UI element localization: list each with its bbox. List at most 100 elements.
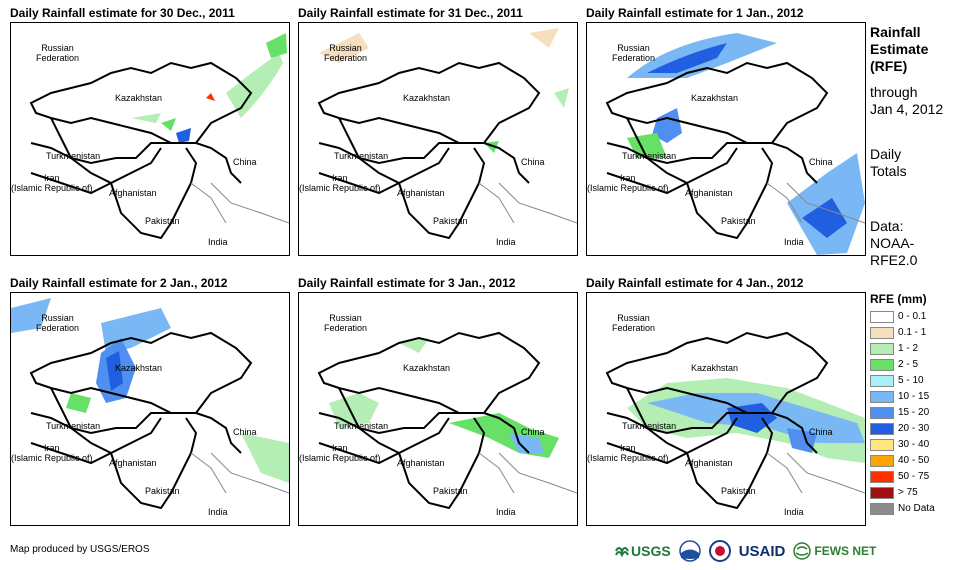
usaid-logo: USAID	[739, 543, 786, 560]
legend-item: 40 - 50	[870, 454, 960, 467]
label-india: India	[208, 237, 228, 247]
precip-overlay	[329, 338, 559, 458]
label-turkmenistan: Turkmenistan	[46, 421, 101, 431]
map-panel: Daily Rainfall estimate for 31 Dec., 201…	[298, 6, 578, 256]
thin-borders	[190, 182, 289, 224]
label-kazakhstan: Kazakhstan	[403, 93, 451, 103]
thin-borders	[766, 182, 865, 224]
usaid-text: USAID	[738, 542, 786, 560]
legend-label: 15 - 20	[898, 407, 930, 418]
legend-swatch	[870, 438, 894, 451]
label-russia: Russian Federation	[612, 313, 656, 333]
legend-swatch	[870, 310, 894, 323]
label-afghanistan: Afghanistan	[397, 458, 445, 468]
thin-borders	[478, 182, 577, 224]
map-graphic	[605, 331, 865, 510]
label-india: India	[496, 237, 516, 247]
label-russia: Russian Federation	[324, 313, 368, 333]
legend-item: 50 - 75	[870, 470, 960, 483]
map-graphic	[29, 33, 289, 240]
label-iran: Iran (Islamic Republic of)	[299, 443, 381, 463]
legend-label: 0 - 0.1	[898, 311, 927, 322]
legend-item: 15 - 20	[870, 406, 960, 419]
logos: USGS USAID FEWS NET	[615, 539, 884, 563]
precip-overlay	[627, 33, 865, 255]
legend-item: 30 - 40	[870, 438, 960, 451]
legend-label: 10 - 15	[898, 391, 930, 402]
through-date: through Jan 4, 2012	[870, 84, 944, 117]
label-china: China	[521, 157, 545, 167]
label-turkmenistan: Turkmenistan	[334, 151, 389, 161]
label-pakistan: Pakistan	[145, 216, 180, 226]
legend-item: 20 - 30	[870, 422, 960, 435]
precip-overlay	[627, 378, 865, 463]
panel-title: Daily Rainfall estimate for 2 Jan., 2012	[10, 276, 228, 290]
label-iran: Iran (Islamic Republic of)	[11, 173, 93, 193]
map-credit: Map produced by USGS/EROS	[10, 544, 150, 555]
country-borders	[317, 331, 541, 510]
legend-label: 20 - 30	[898, 423, 930, 434]
legend-item: 2 - 5	[870, 358, 960, 371]
panel-title: Daily Rainfall estimate for 30 Dec., 201…	[10, 6, 235, 20]
label-pakistan: Pakistan	[433, 216, 468, 226]
legend-label: 50 - 75	[898, 471, 930, 482]
label-afghanistan: Afghanistan	[685, 458, 733, 468]
rainfall-map: Russian Federation Kazakhstan Turkmenist…	[586, 22, 866, 256]
panel-title: Daily Rainfall estimate for 3 Jan., 2012	[298, 276, 516, 290]
legend-item: > 75	[870, 486, 960, 499]
daily-totals: Daily Totals	[870, 146, 907, 179]
label-china: China	[521, 427, 545, 437]
label-russia: Russian Federation	[36, 313, 80, 333]
legend-swatch	[870, 486, 894, 499]
label-turkmenistan: Turkmenistan	[622, 421, 677, 431]
legend-swatch	[870, 454, 894, 467]
label-afghanistan: Afghanistan	[685, 188, 733, 198]
country-borders	[317, 61, 541, 240]
thin-borders	[766, 452, 865, 494]
label-russia: Russian Federation	[36, 43, 80, 63]
map-panel: Daily Rainfall estimate for 1 Jan., 2012	[586, 6, 866, 256]
panel-title: Daily Rainfall estimate for 31 Dec., 201…	[298, 6, 523, 20]
label-afghanistan: Afghanistan	[397, 188, 445, 198]
label-china: China	[233, 157, 257, 167]
legend-label: 5 - 10	[898, 375, 924, 386]
map-panel: Daily Rainfall estimate for 2 Jan., 2012	[10, 276, 290, 526]
fews-logo: FEWS NET	[793, 542, 876, 560]
country-borders	[29, 331, 253, 510]
label-kazakhstan: Kazakhstan	[691, 93, 739, 103]
map-graphic	[605, 33, 865, 255]
rainfall-map: Russian Federation Kazakhstan Turkmenist…	[298, 292, 578, 526]
label-iran: Iran (Islamic Republic of)	[587, 173, 669, 193]
label-kazakhstan: Kazakhstan	[115, 363, 163, 373]
thin-borders	[190, 452, 289, 494]
label-iran: Iran (Islamic Republic of)	[11, 443, 93, 463]
legend-swatch	[870, 422, 894, 435]
rfe-title: Rainfall Estimate (RFE)	[870, 24, 929, 74]
usgs-text: USGS	[631, 543, 671, 559]
legend-swatch	[870, 358, 894, 371]
map-graphic	[317, 28, 577, 240]
country-borders	[605, 61, 829, 240]
label-india: India	[784, 237, 804, 247]
map-panel: Daily Rainfall estimate for 30 Dec., 201…	[10, 6, 290, 256]
noaa-logo	[678, 540, 701, 562]
legend-swatch	[870, 406, 894, 419]
legend-swatch	[870, 342, 894, 355]
panel-title: Daily Rainfall estimate for 4 Jan., 2012	[586, 276, 804, 290]
thin-borders	[478, 452, 577, 494]
legend-swatch	[870, 374, 894, 387]
usgs-logo: USGS	[615, 543, 671, 559]
legend-label: 30 - 40	[898, 439, 930, 450]
label-kazakhstan: Kazakhstan	[115, 93, 163, 103]
label-india: India	[208, 507, 228, 517]
label-turkmenistan: Turkmenistan	[46, 151, 101, 161]
label-turkmenistan: Turkmenistan	[622, 151, 677, 161]
legend-label: 40 - 50	[898, 455, 930, 466]
fews-text: FEWS NET	[814, 544, 877, 558]
label-russia: Russian Federation	[324, 43, 368, 63]
label-pakistan: Pakistan	[721, 216, 756, 226]
label-pakistan: Pakistan	[433, 486, 468, 496]
precip-overlay	[131, 33, 287, 143]
label-afghanistan: Afghanistan	[109, 188, 157, 198]
globe-icon	[793, 542, 812, 560]
